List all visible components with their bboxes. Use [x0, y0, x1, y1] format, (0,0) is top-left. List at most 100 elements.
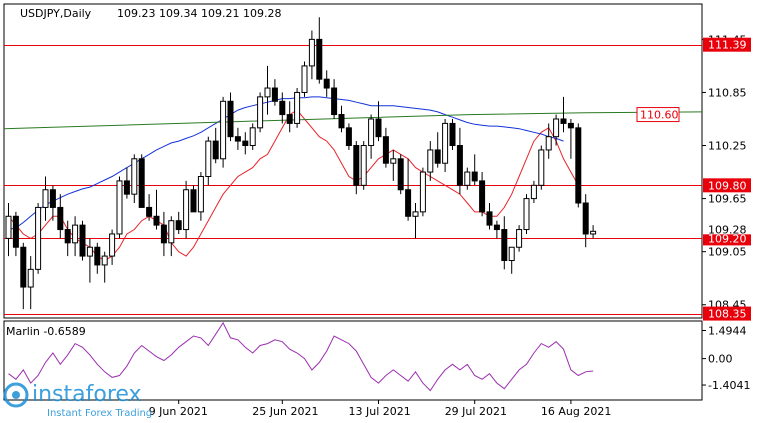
candle — [308, 30, 315, 80]
oscillator-title: Marlin -0.6589 — [6, 325, 86, 338]
bull-candle-body — [412, 211, 419, 217]
level-badge-bg — [703, 306, 751, 321]
bull-candle-body — [516, 229, 523, 248]
bull-candle-body — [427, 149, 434, 173]
y-tick-label: 109.05 — [708, 246, 747, 259]
bull-candle-body — [183, 189, 190, 231]
bull-candle-body — [553, 118, 560, 138]
bear-candle-body — [582, 202, 589, 235]
x-tick-label: 16 Aug 2021 — [541, 405, 611, 418]
bull-candle-body — [131, 158, 138, 195]
bull-candle-body — [508, 246, 515, 262]
candle — [116, 176, 123, 239]
moving-averages — [3, 96, 703, 262]
bear-candle-body — [57, 206, 64, 231]
bull-candle-body — [42, 189, 49, 208]
oscillator-frame — [3, 320, 703, 401]
bear-candle-body — [331, 87, 338, 116]
current-price-label: 109.28 — [708, 223, 747, 236]
long-ma-callout-box — [636, 107, 680, 123]
y-tick-label: 110.25 — [708, 140, 747, 153]
bull-candle-body — [109, 233, 116, 257]
bear-candle-body — [353, 145, 360, 186]
candle — [405, 158, 412, 221]
candle — [331, 79, 338, 119]
bear-candle-body — [323, 78, 330, 89]
candle — [427, 141, 434, 181]
candle — [212, 127, 219, 164]
bear-candle-body — [12, 215, 19, 248]
candle — [175, 211, 182, 234]
candle — [375, 101, 382, 142]
bear-candle-body — [153, 215, 160, 226]
level-badge-label: 109.20 — [708, 232, 747, 245]
bull-candle-body — [442, 122, 449, 164]
candle — [530, 180, 537, 204]
bull-candle-body — [390, 158, 397, 164]
candle — [464, 167, 471, 190]
candle — [397, 154, 404, 195]
candle — [382, 127, 389, 168]
bear-candle-body — [382, 136, 389, 164]
candle — [479, 172, 486, 217]
bear-candle-body — [175, 220, 182, 231]
bear-candle-body — [345, 127, 352, 147]
candle — [242, 132, 249, 155]
candle — [12, 211, 19, 257]
level-badge: 111.39 — [703, 37, 751, 52]
candle — [442, 118, 449, 173]
candle — [294, 88, 301, 128]
bear-candle-body — [279, 100, 286, 116]
bear-candle-body — [227, 100, 234, 138]
candle — [271, 79, 278, 106]
bear-candle-body — [449, 122, 456, 147]
osc-tick-label: 1.4944 — [708, 325, 747, 338]
candle — [338, 105, 345, 133]
candle — [249, 123, 256, 150]
level-badge: 108.35 — [703, 306, 751, 321]
long-ma-line — [3, 111, 703, 130]
candle — [434, 132, 441, 168]
candle — [131, 154, 138, 204]
candle — [64, 220, 71, 257]
candle — [323, 70, 330, 97]
current-price-marker: 109.28 — [703, 223, 751, 236]
bear-candle-body — [575, 127, 582, 204]
candle — [42, 176, 49, 221]
bear-candle-body — [397, 158, 404, 191]
marlin-line — [8, 321, 594, 392]
candle — [57, 194, 64, 239]
candle — [227, 92, 234, 142]
bear-candle-body — [567, 122, 574, 129]
bull-candle-body — [545, 136, 552, 151]
level-badge: 109.20 — [703, 231, 751, 246]
bear-candle-body — [242, 140, 249, 147]
bear-candle-body — [501, 229, 508, 262]
candle — [345, 123, 352, 150]
logo-dot-icon — [12, 391, 20, 399]
bear-candle-body — [20, 246, 27, 288]
candle — [183, 180, 190, 239]
symbol-label: USDJPY,Daily — [20, 7, 92, 20]
x-tick-label: 13 Jul 2021 — [349, 405, 411, 418]
bear-candle-body — [316, 38, 323, 80]
level-badge-bg — [703, 37, 751, 52]
candle — [205, 136, 212, 186]
candle — [590, 225, 597, 239]
bull-candle-body — [220, 100, 227, 160]
bear-candle-body — [190, 189, 197, 213]
bull-candle-body — [308, 38, 315, 67]
bull-candle-body — [257, 96, 264, 129]
bear-candle-body — [456, 145, 463, 186]
candle — [190, 185, 197, 213]
level-badge: 109.80 — [703, 178, 751, 193]
candle — [94, 242, 101, 274]
candle — [501, 216, 508, 270]
candle — [316, 17, 323, 84]
bear-candle-body — [486, 211, 493, 226]
candle — [560, 96, 567, 133]
candle — [234, 127, 241, 150]
bull-candle-body — [530, 184, 537, 200]
candle — [123, 167, 130, 199]
